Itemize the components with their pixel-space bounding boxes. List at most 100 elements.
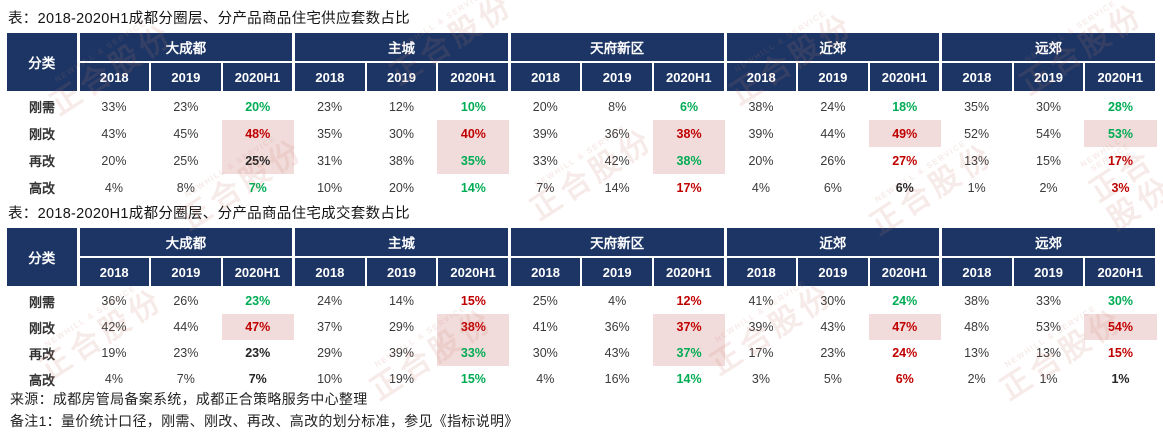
region-header: 远郊 xyxy=(939,226,1158,258)
data-cell: 42% xyxy=(604,153,630,168)
data-cell: 31% xyxy=(317,153,343,168)
data-cell: 38% xyxy=(964,294,990,308)
data-cell: 4% xyxy=(608,294,627,308)
data-cell: 3% xyxy=(751,372,770,386)
data-cell: 15% xyxy=(1107,346,1133,360)
data-cell: 12% xyxy=(388,99,415,114)
data-cell: 27% xyxy=(892,153,918,168)
data-cell: 30% xyxy=(388,126,415,141)
table-row: 刚需 33% 23% 20% 23% 12% 10% 20% 8% 6% 38% 24% 18% 35% 3… xyxy=(6,92,1157,120)
data-cell: 20% xyxy=(532,99,558,114)
data-cell: 7% xyxy=(248,180,267,195)
data-cell: 26% xyxy=(173,294,199,308)
row-label: 刚改 xyxy=(28,127,55,142)
data-cell: 10% xyxy=(317,180,343,195)
year-header: 2018 xyxy=(292,256,367,288)
data-cell: 38% xyxy=(437,314,510,340)
data-cell: 5% xyxy=(823,372,842,386)
data-cell: 39% xyxy=(532,126,558,141)
data-cell: 13% xyxy=(964,346,990,360)
data-cell: 35% xyxy=(964,99,990,114)
year-header: 2020H1 xyxy=(867,256,943,288)
region-header: 远郊 xyxy=(939,31,1158,63)
year-header: 2019 xyxy=(148,256,223,288)
row-label: 刚需 xyxy=(28,294,55,310)
data-cell: 19% xyxy=(101,346,127,360)
table-row: 刚改 42% 44% 47% 37% 29% 38% 41% 36% 37% 39% 43% 47% 48… xyxy=(6,314,1157,340)
data-cell: 10% xyxy=(460,99,486,114)
data-cell: 39% xyxy=(748,126,774,141)
data-cell: 6% xyxy=(823,180,842,195)
data-cell: 29% xyxy=(388,320,415,334)
data-cell: 6% xyxy=(895,372,914,386)
region-header: 近郊 xyxy=(723,226,943,258)
data-cell: 35% xyxy=(437,147,510,174)
year-header: 2018 xyxy=(723,256,798,288)
data-cell: 12% xyxy=(676,294,702,308)
data-cell: 7% xyxy=(248,372,267,386)
region-header: 天府新区 xyxy=(507,226,727,258)
data-cell: 29% xyxy=(317,346,343,360)
data-cell: 38% xyxy=(748,99,774,114)
year-header: 2019 xyxy=(580,256,655,288)
data-cell: 4% xyxy=(104,180,123,195)
data-cell: 30% xyxy=(1107,294,1133,308)
data-cell: 17% xyxy=(748,346,774,360)
data-cell: 37% xyxy=(653,340,726,366)
year-header: 2020H1 xyxy=(1083,61,1159,93)
data-cell: 13% xyxy=(1036,346,1062,360)
data-cell: 23% xyxy=(820,346,846,360)
row-label: 刚需 xyxy=(28,100,55,115)
data-cell: 52% xyxy=(964,126,990,141)
year-header: 2020H1 xyxy=(652,61,727,93)
category-corner-header: 分类 xyxy=(5,226,79,288)
row-label: 刚改 xyxy=(28,320,55,336)
data-cell: 44% xyxy=(820,126,846,141)
data-cell: 24% xyxy=(820,99,846,114)
data-cell: 1% xyxy=(1039,372,1058,386)
row-label: 高改 xyxy=(28,372,55,388)
year-header: 2020H1 xyxy=(220,256,296,288)
data-cell: 54% xyxy=(1084,314,1157,340)
data-cell: 47% xyxy=(868,314,941,340)
data-cell: 40% xyxy=(437,120,510,147)
data-cell: 53% xyxy=(1084,120,1157,147)
data-cell: 39% xyxy=(748,320,774,334)
data-cell: 7% xyxy=(176,372,195,386)
data-cell: 33% xyxy=(1036,294,1062,308)
data-cell: 1% xyxy=(967,180,986,195)
region-header: 大成都 xyxy=(76,226,296,258)
data-cell: 1% xyxy=(1111,372,1130,386)
year-header: 2019 xyxy=(364,256,439,288)
year-header: 2018 xyxy=(939,61,1014,93)
year-header: 2019 xyxy=(148,61,223,93)
data-cell: 30% xyxy=(1036,99,1062,114)
year-header: 2020H1 xyxy=(1083,256,1159,288)
data-cell: 30% xyxy=(820,294,846,308)
data-cell: 54% xyxy=(1036,126,1062,141)
transaction-table: 分类 大成都 主城 天府新区 近郊 远郊 2018 2019 2020H1 2018 2019 202… xyxy=(5,226,1159,392)
category-corner-header: 分类 xyxy=(5,31,79,93)
row-label: 高改 xyxy=(28,181,55,196)
year-header: 2019 xyxy=(1011,256,1086,288)
data-cell: 17% xyxy=(1107,153,1133,168)
year-header: 2020H1 xyxy=(220,61,296,93)
data-cell: 2% xyxy=(967,372,986,386)
table-row: 高改 4% 7% 7% 10% 19% 15% 4% 16% 14% 3% 5% 6% 2% 1% 1% xyxy=(6,366,1157,392)
year-header: 2020H1 xyxy=(436,256,511,288)
region-header: 主城 xyxy=(292,226,511,258)
data-cell: 23% xyxy=(245,346,271,360)
year-header: 2019 xyxy=(795,256,870,288)
year-header: 2018 xyxy=(723,61,798,93)
data-cell: 47% xyxy=(221,314,294,340)
data-cell: 25% xyxy=(173,153,199,168)
data-cell: 3% xyxy=(1111,180,1130,195)
data-cell: 15% xyxy=(1036,153,1062,168)
year-header: 2018 xyxy=(76,256,151,288)
year-header: 2020H1 xyxy=(867,61,943,93)
data-cell: 48% xyxy=(964,320,990,334)
data-cell: 19% xyxy=(388,372,415,386)
year-header: 2018 xyxy=(76,61,151,93)
year-header: 2018 xyxy=(507,256,583,288)
table1-title: 表：2018-2020H1成都分圈层、分产品商品住宅供应套数占比 xyxy=(8,11,410,27)
